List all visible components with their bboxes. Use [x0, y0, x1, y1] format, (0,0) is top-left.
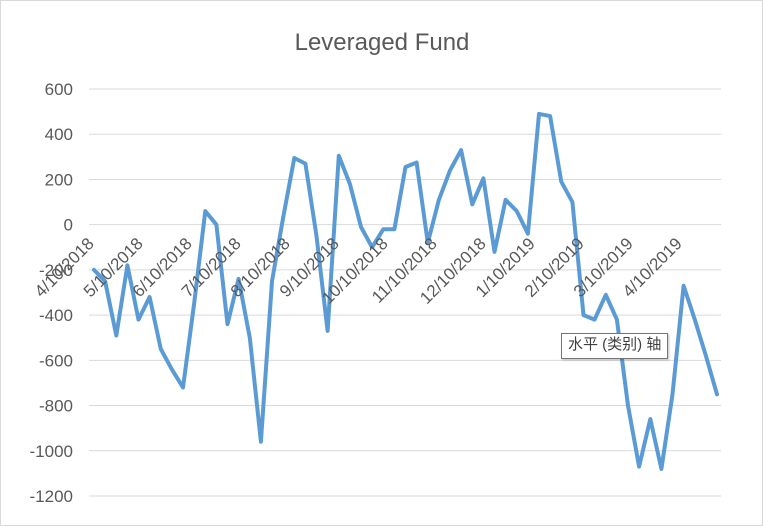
y-tick-label: -200	[39, 261, 73, 280]
y-tick-label: -1000	[30, 442, 73, 461]
series-group	[92, 111, 719, 471]
axis-tooltip: 水平 (类别) 轴	[561, 333, 669, 359]
y-tick-label: 400	[45, 125, 73, 144]
series-line	[92, 111, 719, 471]
y-tick-label: -800	[39, 397, 73, 416]
y-tick-label: -1200	[30, 487, 73, 506]
y-axis-labels: 600 400 200 0 -200 -400 -600 -800 -1000 -1200	[30, 80, 73, 506]
y-tick-label: 200	[45, 170, 73, 189]
y-tick-label: 0	[64, 216, 73, 235]
chart-title: Leveraged Fund	[295, 29, 470, 56]
y-tick-label: -600	[39, 351, 73, 370]
y-tick-label: -400	[39, 306, 73, 325]
y-tick-label: 600	[45, 80, 73, 99]
